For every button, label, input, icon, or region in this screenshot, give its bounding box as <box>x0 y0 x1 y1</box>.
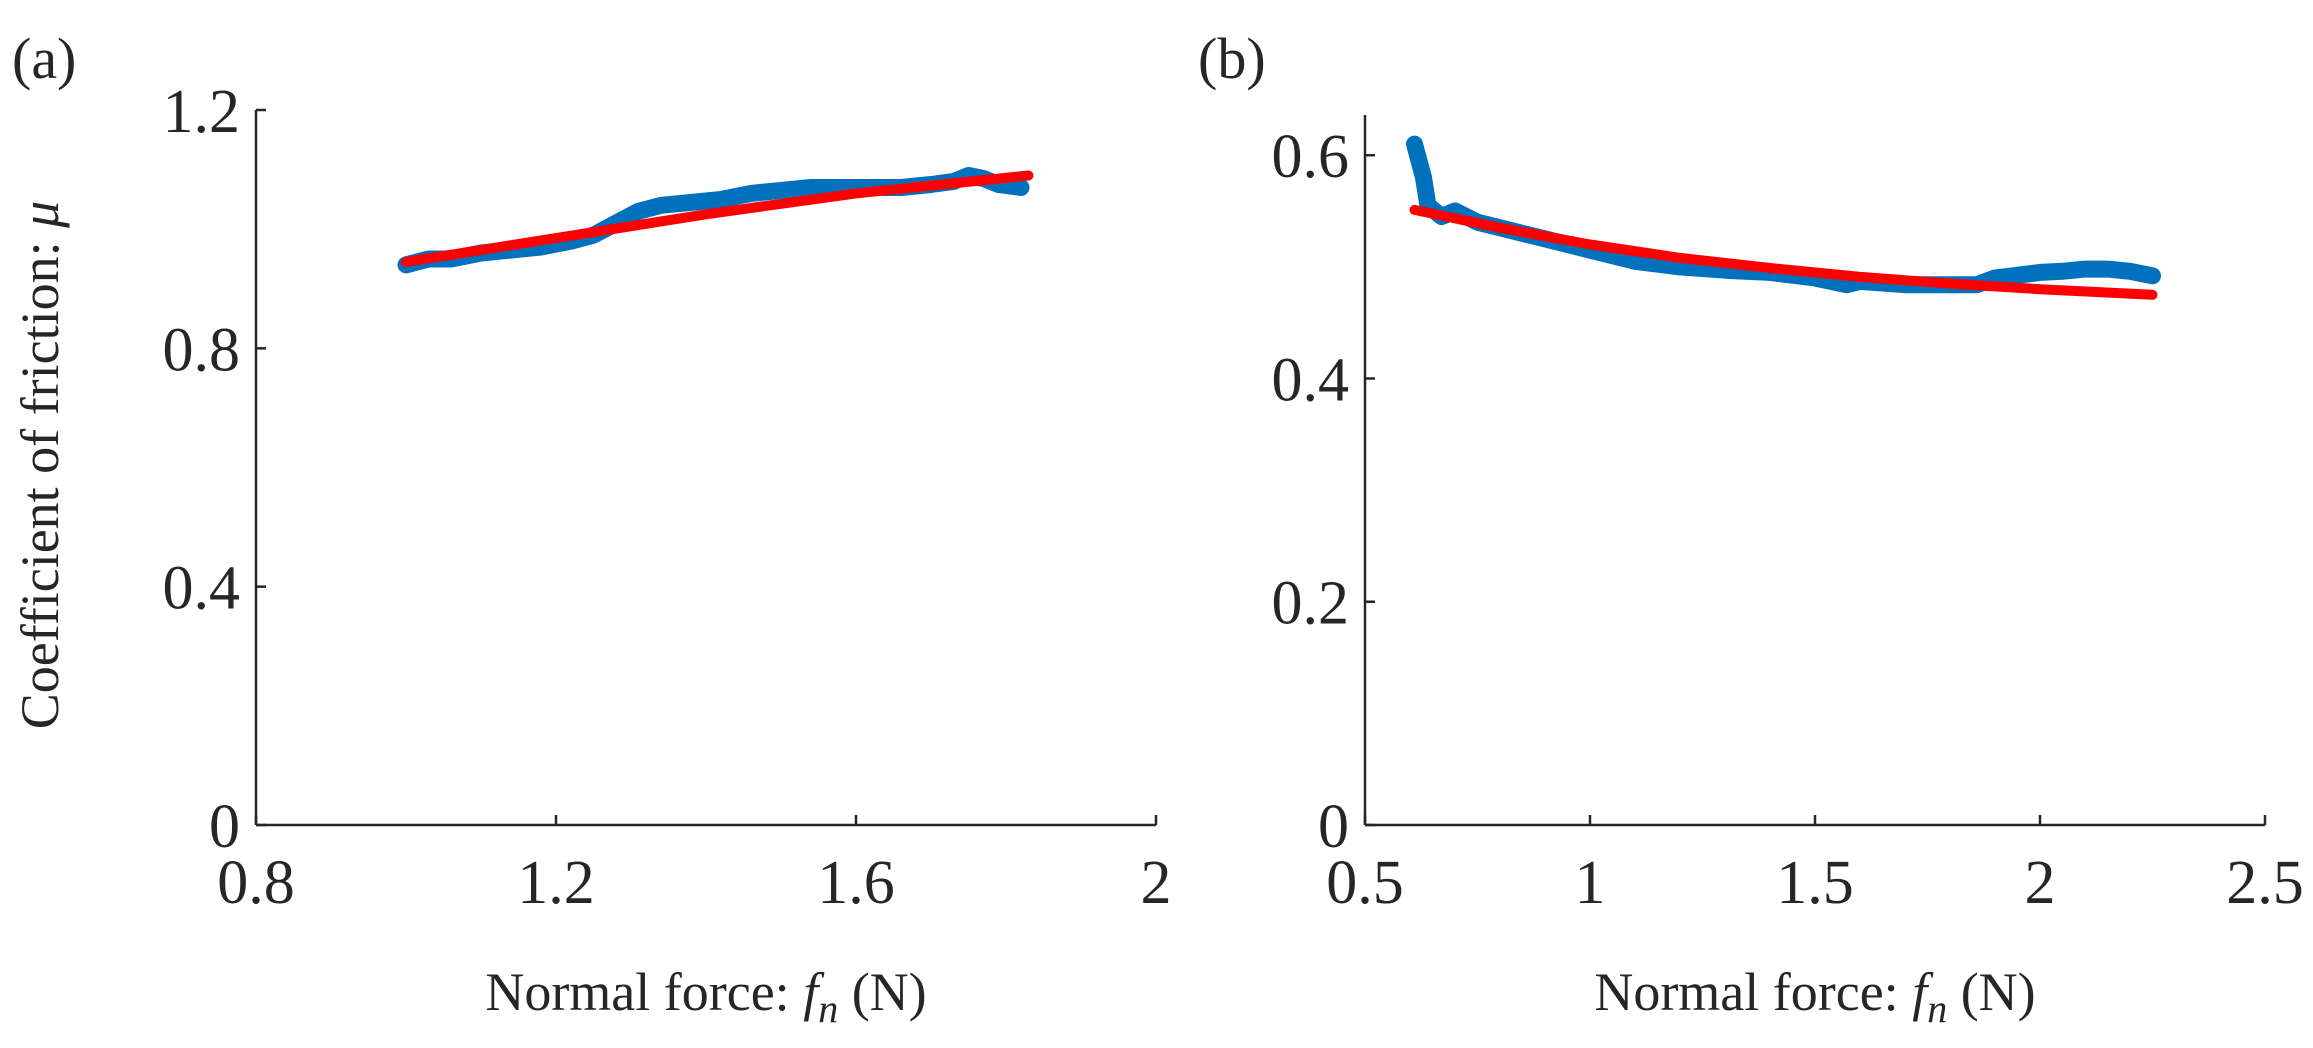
ticks-b: 0.5 1 1.5 2 2.5 0 0.2 0.4 0.6 <box>1272 123 2304 917</box>
x-axis-label-sub-b: n <box>1927 986 1947 1031</box>
x-axis-label-a: Normal force: fn (N) <box>485 962 926 1031</box>
x-axis-label-text-a: Normal force: <box>485 962 803 1022</box>
x-axis-label-text-b: Normal force: <box>1594 962 1912 1022</box>
x-tick-label-a: 0.8 <box>217 849 295 917</box>
x-axis-label-sub-a: n <box>818 986 838 1031</box>
y-axis-label-text-a: Coefficient of friction: <box>10 228 70 729</box>
series-measured-line-b <box>1406 135 2161 294</box>
x-axis-label-unit-b: (N) <box>1947 962 2035 1022</box>
x-tick-label-b: 2 <box>2025 849 2056 917</box>
x-axis-label-unit-a: (N) <box>838 962 926 1022</box>
series-group-b <box>1406 135 2161 300</box>
series-group-a <box>397 167 1034 274</box>
panel-b: (b) 0.5 1 1.5 2 2.5 0 0.2 0.4 0.6 Normal force: … <box>1198 26 2304 1031</box>
ticks-a: 0.8 1.2 1.6 2 0 0.4 0.8 1.2 <box>163 78 1172 917</box>
y-tick-label-b: 0.4 <box>1272 346 1350 414</box>
panel-label-a: (a) <box>12 26 76 91</box>
panel-a: (a) 0.8 1.2 1.6 2 0 0.4 0.8 1.2 Coefficient of … <box>10 26 1172 1031</box>
x-tick-label-b: 0.5 <box>1326 849 1404 917</box>
x-tick-label-a: 1.2 <box>517 849 595 917</box>
x-tick-label-b: 1.5 <box>1776 849 1854 917</box>
x-tick-label-b: 2.5 <box>2226 849 2304 917</box>
x-tick-label-a: 1.6 <box>817 849 895 917</box>
x-axis-label-b: Normal force: fn (N) <box>1594 962 2035 1031</box>
series-fit-line-b <box>1409 204 2158 300</box>
panel-label-b: (b) <box>1198 26 1266 91</box>
y-tick-label-b: 0 <box>1318 793 1349 861</box>
y-tick-label-a: 0 <box>209 793 240 861</box>
y-tick-label-a: 0.4 <box>163 555 241 623</box>
y-axis-label-symbol-a: μ <box>10 201 70 229</box>
x-tick-label-a: 2 <box>1141 849 1172 917</box>
x-tick-label-b: 1 <box>1575 849 1606 917</box>
y-tick-label-a: 1.2 <box>163 78 241 146</box>
y-tick-label-b: 0.2 <box>1272 570 1350 638</box>
axes-a <box>254 110 1156 827</box>
y-axis-label-a: Coefficient of friction: μ <box>10 201 70 729</box>
y-tick-label-a: 0.8 <box>163 316 241 384</box>
series-fit-line-a <box>401 170 1034 267</box>
y-tick-label-b: 0.6 <box>1272 123 1350 191</box>
